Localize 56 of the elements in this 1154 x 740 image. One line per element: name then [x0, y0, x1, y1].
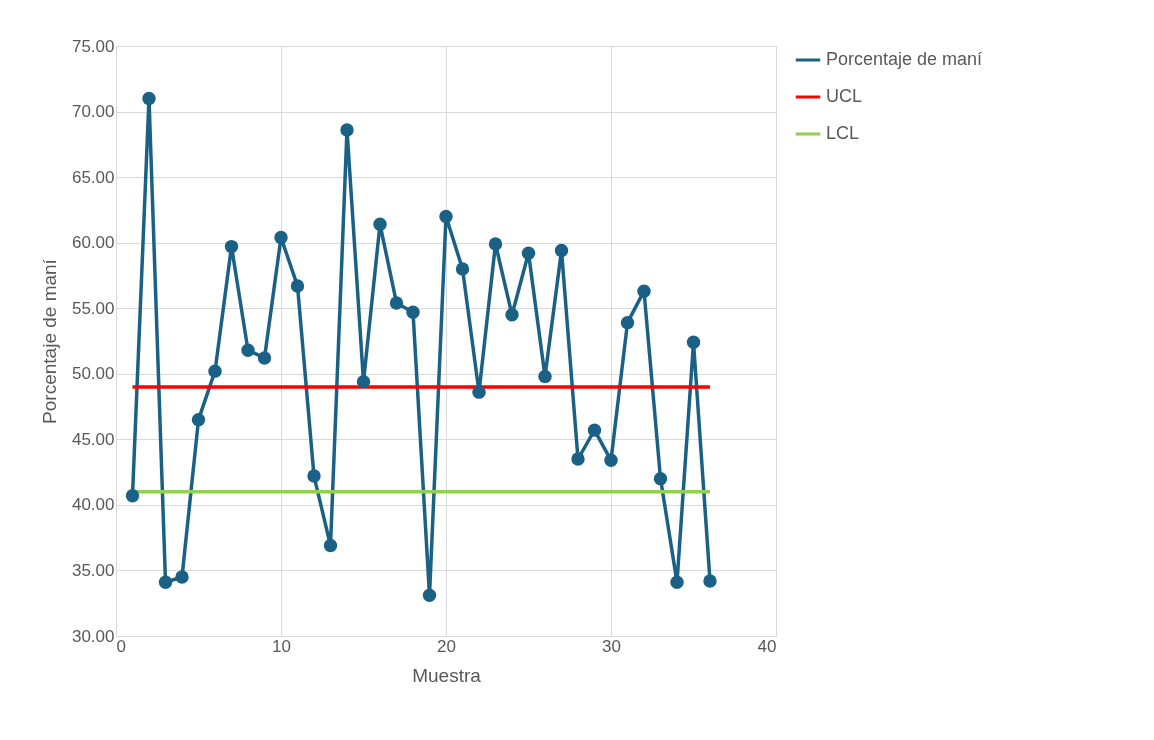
legend-label: Porcentaje de maní: [826, 49, 983, 69]
point: [488, 237, 503, 251]
point: [340, 123, 354, 137]
y-tick-label: 40.00: [71, 495, 115, 515]
point: [686, 335, 701, 350]
x-tick-label: 20: [437, 636, 456, 656]
point: [323, 538, 338, 553]
x-tick-label: 30: [602, 636, 621, 656]
point: [373, 217, 387, 232]
point: [406, 305, 420, 319]
point: [224, 239, 239, 254]
y-tick-label: 55.00: [71, 298, 115, 318]
y-tick-label: 50.00: [71, 364, 115, 384]
point: [142, 91, 156, 106]
point: [125, 489, 140, 503]
point: [241, 343, 255, 357]
x-tick-label: 10: [272, 636, 291, 656]
x-axis-title: Muestra: [412, 664, 482, 686]
point: [158, 575, 173, 589]
y-tick-label: 45.00: [71, 429, 115, 449]
point: [637, 284, 651, 298]
point: [620, 315, 635, 330]
point: [703, 574, 717, 588]
y-tick-label: 30.00: [71, 626, 115, 646]
point: [191, 412, 206, 427]
point: [422, 588, 437, 603]
point: [521, 246, 536, 260]
point: [538, 369, 552, 384]
point: [571, 452, 585, 466]
point: [653, 471, 668, 486]
point: [587, 423, 602, 437]
point: [604, 453, 618, 468]
x-tick-label: 40: [757, 636, 777, 656]
point: [505, 308, 519, 322]
point: [472, 385, 486, 399]
point: [670, 575, 684, 589]
point: [389, 296, 404, 310]
point: [455, 262, 470, 276]
y-tick-label: 60.00: [71, 233, 115, 253]
point: [439, 209, 453, 224]
y-tick-label: 65.00: [71, 167, 115, 187]
legend-label: UCL: [826, 86, 863, 106]
point: [356, 374, 371, 389]
y-axis-title: Porcentaje de maní: [38, 258, 60, 424]
y-tick-label: 35.00: [71, 560, 115, 580]
y-tick-label: 70.00: [71, 102, 115, 122]
point: [554, 243, 569, 258]
point: [290, 279, 305, 293]
point: [175, 570, 189, 584]
point: [307, 469, 321, 483]
legend-label: LCL: [826, 123, 860, 143]
x-tick-label: 0: [116, 636, 126, 656]
y-tick-label: 75.00: [71, 36, 115, 56]
point: [208, 364, 222, 378]
point: [257, 351, 272, 365]
point: [274, 230, 288, 245]
